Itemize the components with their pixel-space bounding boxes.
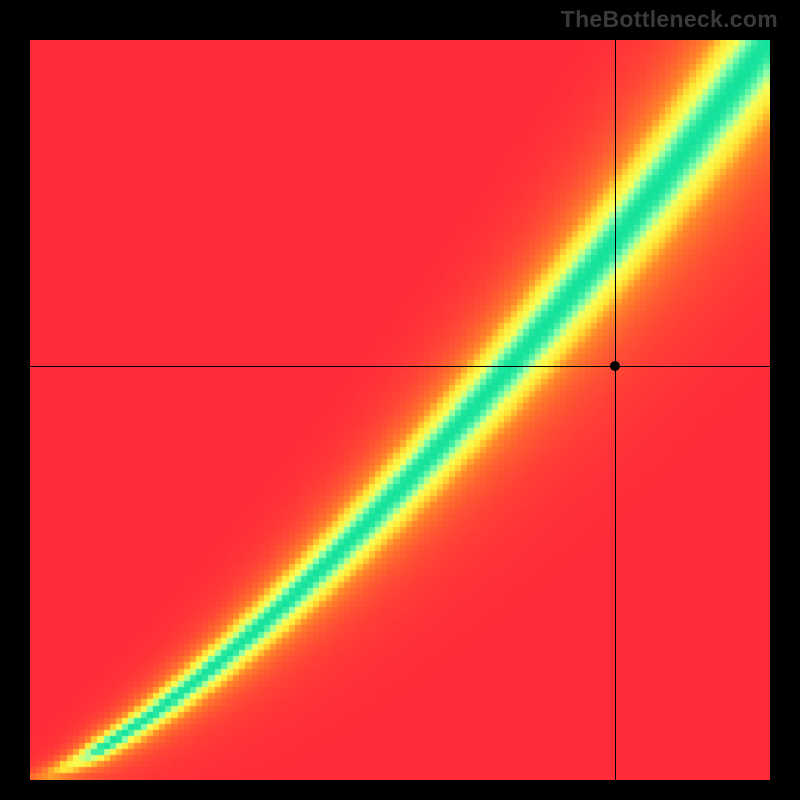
bottleneck-heatmap-canvas: [30, 40, 770, 780]
crosshair-point-marker: [610, 361, 620, 371]
crosshair-horizontal-line: [30, 366, 770, 367]
bottleneck-heatmap-container: [30, 40, 770, 780]
crosshair-vertical-line: [615, 40, 616, 780]
watermark-text: TheBottleneck.com: [561, 6, 778, 33]
